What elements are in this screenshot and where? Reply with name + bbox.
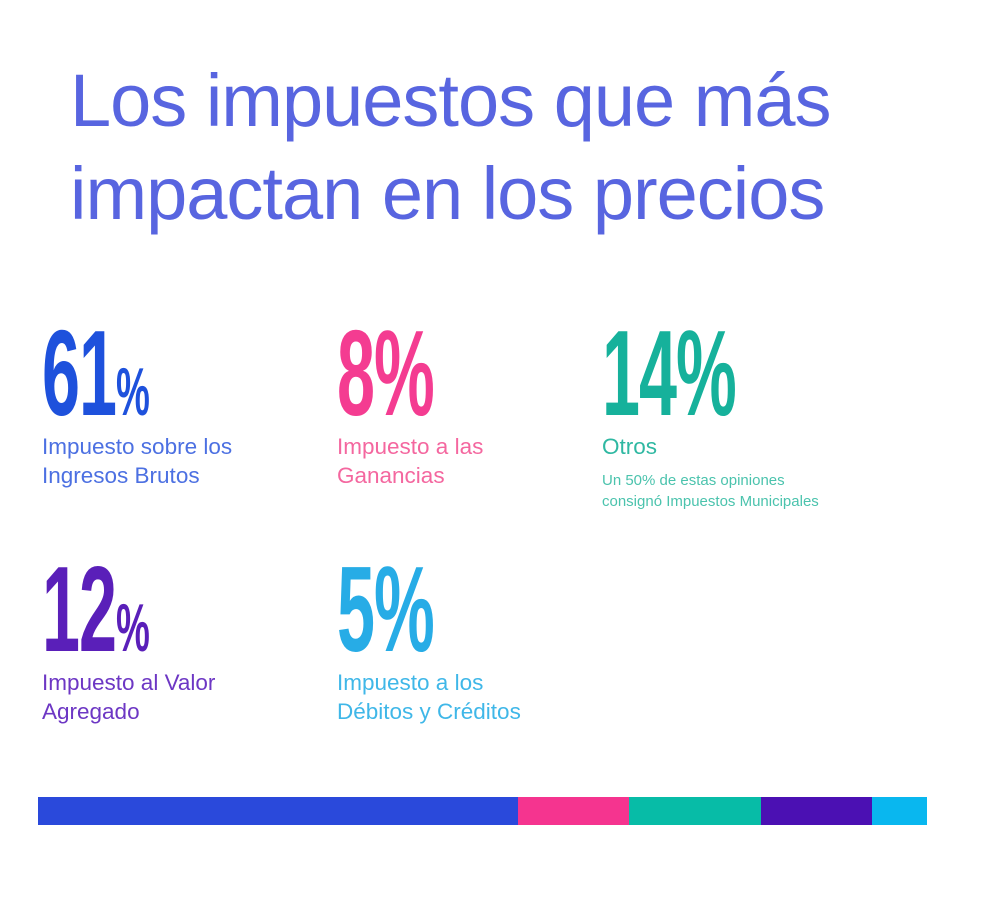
stat-label-line: Ganancias [337,463,445,488]
stat-label-ingresos-brutos: Impuesto sobre los Ingresos Brutos [42,432,235,490]
stat-note-line: consignó Impuestos Municipales [602,492,819,510]
stat-value-debitos-creditos: 5% [337,548,440,670]
stat-label-otros: Otros [602,432,843,461]
percentage-bar [38,797,927,825]
stat-label-line: Ingresos Brutos [42,463,200,488]
stat-label-line: Impuesto a las [337,434,484,459]
stat-debitos-creditos: 5% Impuesto a los Débitos y Créditos [337,548,521,726]
stat-value-ganancias: 8% [337,312,435,434]
stat-label-line: Otros [602,434,658,459]
stat-note-otros: Un 50% de estas opiniones consignó Impue… [602,471,843,512]
bar-segment-debitos-creditos [871,797,927,825]
percent-sign: % [115,354,150,430]
stat-label-line: Impuesto al Valor [42,670,216,695]
stat-label-line: Débitos y Créditos [337,699,521,724]
bar-segment-ganancias [518,797,630,825]
stat-digits: 14 [602,305,677,441]
stat-digits: 8 [337,305,375,441]
percent-sign: % [675,305,737,441]
stat-label-iva: Impuesto al Valor Agregado [42,668,235,726]
stat-iva: 12% Impuesto al Valor Agregado [42,548,235,726]
title-line-1: Los impuestos que más [70,59,832,142]
stat-ganancias: 8% Impuesto a las Ganancias [337,312,512,490]
stat-otros: 14% Otros Un 50% de estas opiniones cons… [602,312,843,512]
title-line-2: impactan en los precios [70,152,825,235]
bar-segment-otros [629,797,761,825]
bar-segment-iva [760,797,872,825]
stat-value-iva: 12% [42,548,150,670]
stat-label-line: Impuesto sobre los [42,434,233,459]
stat-ingresos-brutos: 61% Impuesto sobre los Ingresos Brutos [42,312,235,490]
stat-label-ganancias: Impuesto a las Ganancias [337,432,512,490]
stat-digits: 61 [42,305,117,441]
stat-note-line: Un 50% de estas opiniones [602,472,785,489]
bar-segment-ingresos-brutos [38,797,519,825]
percent-sign: % [115,590,150,666]
stat-digits: 12 [42,541,117,677]
stat-value-ingresos-brutos: 61% [42,312,150,434]
percent-sign: % [373,541,435,677]
page-title: Los impuestos que más impactan en los pr… [70,54,832,240]
stat-digits: 5 [337,541,375,677]
stat-value-otros: 14% [602,312,737,434]
percent-sign: % [373,305,435,441]
stat-label-line: Impuesto a los [337,670,484,695]
stat-label-line: Agregado [42,699,140,724]
stat-label-debitos-creditos: Impuesto a los Débitos y Créditos [337,668,521,726]
